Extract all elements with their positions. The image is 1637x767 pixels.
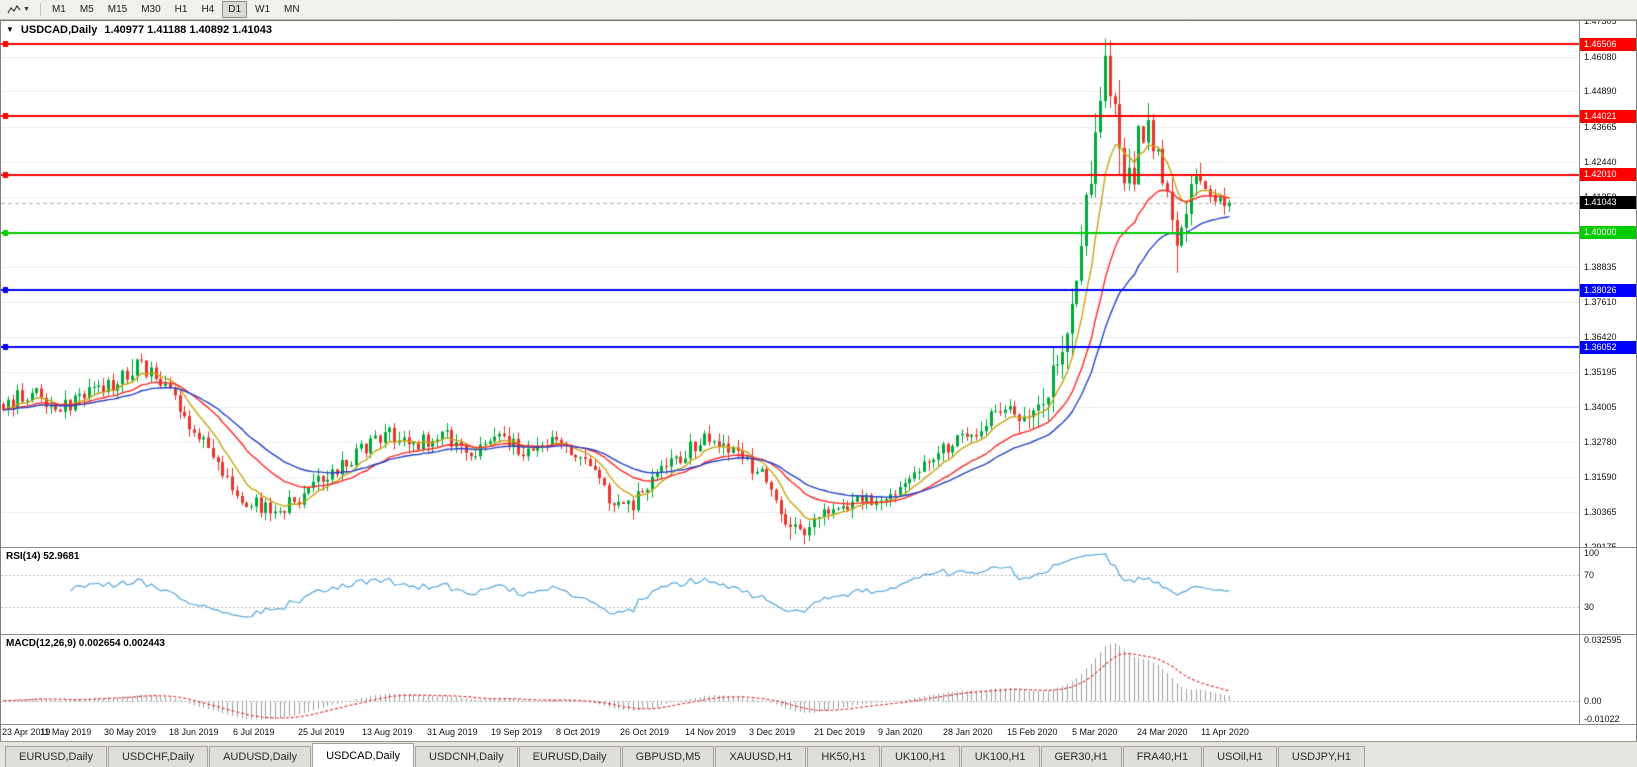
- price-level-badge: 1.36052: [1580, 341, 1636, 354]
- rsi-axis-label: 70: [1584, 570, 1595, 580]
- price-axis-label: 1.34005: [1584, 401, 1617, 412]
- date-axis-label: 21 Dec 2019: [814, 727, 866, 737]
- price-chart-canvas[interactable]: [1, 21, 1579, 547]
- price-axis-label: 1.32780: [1584, 437, 1617, 448]
- symbol-tab-gbpusd-m5[interactable]: GBPUSD,M5: [621, 746, 715, 767]
- symbol-tab-usdchf-daily[interactable]: USDCHF,Daily: [107, 746, 209, 767]
- symbol-tab-usdjpy-h1[interactable]: USDJPY,H1: [1277, 746, 1366, 767]
- date-axis-label: 23 Apr 2019: [2, 727, 51, 737]
- rsi-label: RSI(14) 52.9681: [6, 551, 80, 562]
- price-axis-label: 1.47305: [1584, 21, 1617, 26]
- current-price-badge: 1.41043: [1580, 196, 1636, 209]
- symbol-tab-bar: EURUSD,Daily USDCHF,Daily AUDUSD,Daily USDC…: [0, 741, 1637, 767]
- timeframe-button-m5[interactable]: M5: [79, 4, 94, 15]
- macd-axis-label: 0.032595: [1584, 635, 1622, 645]
- macd-axis-label: -0.01022: [1584, 714, 1620, 724]
- date-axis-label: 31 Aug 2019: [427, 727, 478, 737]
- date-axis-label: 11 Apr 2020: [1201, 727, 1249, 737]
- timeframe-button-h4[interactable]: H4: [201, 4, 215, 15]
- chevron-down-icon: ▼: [23, 6, 30, 13]
- macd-axis-label: 0.00: [1584, 696, 1602, 706]
- price-axis-label: 1.35195: [1584, 367, 1617, 378]
- price-axis-label: 1.42440: [1584, 157, 1617, 168]
- date-axis-label: 30 May 2019: [104, 727, 157, 737]
- chart-symbol-label: USDCAD,Daily: [20, 24, 98, 36]
- symbol-tab-xauusd-h1[interactable]: XAUUSD,H1: [715, 746, 807, 767]
- price-axis-label: 1.29175: [1584, 542, 1617, 547]
- date-axis-label: 3 Dec 2019: [749, 727, 796, 737]
- date-axis-label: 18 Jun 2019: [169, 727, 219, 737]
- rsi-axis-label: 30: [1584, 602, 1595, 612]
- date-axis-label: 8 Oct 2019: [556, 727, 601, 737]
- timeframe-button-d1[interactable]: D1: [222, 1, 248, 18]
- macd-canvas: [1, 635, 1579, 724]
- price-level-badge: 1.46506: [1580, 38, 1636, 51]
- price-axis-label: 1.37610: [1584, 297, 1617, 308]
- timeframe-button-m1[interactable]: M1: [51, 4, 66, 15]
- rsi-axis-label: 100: [1584, 548, 1600, 558]
- symbol-tab-ger30-h1[interactable]: GER30,H1: [1040, 746, 1122, 767]
- timeframe-button-w1[interactable]: W1: [255, 4, 271, 15]
- price-level-badge: 1.38026: [1580, 284, 1636, 297]
- price-level-badge: 1.42010: [1580, 168, 1636, 181]
- price-axis-label: 1.38835: [1584, 261, 1617, 272]
- timeframe-button-h1[interactable]: H1: [174, 4, 188, 15]
- price-axis-label: 1.43665: [1584, 121, 1617, 132]
- symbol-tab-uk100-h1[interactable]: UK100,H1: [880, 746, 960, 767]
- rsi-axis: 100 70 30: [1579, 548, 1636, 634]
- date-axis-label: 28 Jan 2020: [943, 727, 993, 737]
- date-axis-label: 25 Jul 2019: [298, 727, 345, 737]
- price-axis-label: 1.46080: [1584, 51, 1617, 62]
- timeframe-buttons: M1 M5 M15 M30 H1 H4 D1 W1 MN: [45, 1, 307, 18]
- timeframe-button-m15[interactable]: M15: [107, 4, 128, 15]
- rsi-canvas: [1, 548, 1579, 634]
- macd-panel[interactable]: MACD(12,26,9) 0.002654 0.002443 0.032595…: [1, 634, 1636, 724]
- date-axis-label: 9 Jan 2020: [878, 727, 923, 737]
- macd-axis: 0.032595 0.00 -0.01022: [1579, 635, 1636, 724]
- price-axis-label: 1.31590: [1584, 471, 1617, 482]
- toolbar-separator: [39, 3, 41, 16]
- date-axis-label: 15 Feb 2020: [1007, 727, 1058, 737]
- quick-trade-arrow-icon[interactable]: ▼: [6, 25, 14, 34]
- date-axis-label: 26 Oct 2019: [620, 727, 670, 737]
- symbol-tab-fra40-h1[interactable]: FRA40,H1: [1122, 746, 1203, 767]
- symbol-tab-hk50-h1[interactable]: HK50,H1: [807, 746, 880, 767]
- chart-title: ▼ USDCAD,Daily 1.40977 1.41188 1.40892 1…: [6, 24, 272, 36]
- symbol-tab-eurusd-daily[interactable]: EURUSD,Daily: [5, 746, 107, 767]
- symbol-tab-uk100-h1[interactable]: UK100,H1: [960, 746, 1040, 767]
- symbol-tab-eurusd-daily[interactable]: EURUSD,Daily: [518, 746, 621, 767]
- rsi-panel[interactable]: RSI(14) 52.9681 100 70 30: [1, 547, 1636, 634]
- timeframe-button-mn[interactable]: MN: [284, 4, 300, 15]
- symbol-tab-usoil-h1[interactable]: USOil,H1: [1203, 746, 1277, 767]
- date-axis: 23 Apr 2019 11 May 2019 30 May 2019 18 Jun …: [1, 724, 1636, 741]
- timeframe-toolbar: ▼ M1 M5 M15 M30 H1 H4 D1 W1 MN: [0, 0, 1637, 20]
- price-level-badge: 1.44021: [1580, 110, 1636, 123]
- main-chart-panel[interactable]: ▼ USDCAD,Daily 1.40977 1.41188 1.40892 1…: [1, 21, 1636, 547]
- macd-label: MACD(12,26,9) 0.002654 0.002443: [6, 638, 165, 649]
- chart-window: ▼ USDCAD,Daily 1.40977 1.41188 1.40892 1…: [0, 20, 1637, 741]
- chart-cursor-dropdown[interactable]: ▼: [3, 3, 34, 17]
- chart-ohlc-values: 1.40977 1.41188 1.40892 1.41043: [104, 24, 272, 36]
- date-axis-label: 6 Jul 2019: [233, 727, 275, 737]
- date-axis-label: 13 Aug 2019: [362, 727, 413, 737]
- date-axis-label: 11 May 2019: [40, 727, 92, 737]
- price-axis-label: 1.44890: [1584, 86, 1617, 97]
- price-axis: 1.473051.460801.448901.436651.424401.412…: [1579, 21, 1636, 547]
- symbol-tab-audusd-daily[interactable]: AUDUSD,Daily: [209, 746, 312, 767]
- line-chart-icon: [7, 4, 21, 13]
- date-axis-label: 24 Mar 2020: [1137, 727, 1188, 737]
- symbol-tab-usdcad-daily[interactable]: USDCAD,Daily: [312, 743, 415, 767]
- price-axis-label: 1.30365: [1584, 507, 1617, 518]
- symbol-tab-usdcnh-daily[interactable]: USDCNH,Daily: [415, 746, 518, 767]
- price-axis-label: 1.36420: [1584, 331, 1617, 342]
- timeframe-button-m30[interactable]: M30: [141, 4, 161, 15]
- date-axis-label: 5 Mar 2020: [1072, 727, 1118, 737]
- date-axis-label: 14 Nov 2019: [685, 727, 737, 737]
- price-level-badge: 1.40000: [1580, 226, 1636, 239]
- date-axis-label: 19 Sep 2019: [491, 727, 543, 737]
